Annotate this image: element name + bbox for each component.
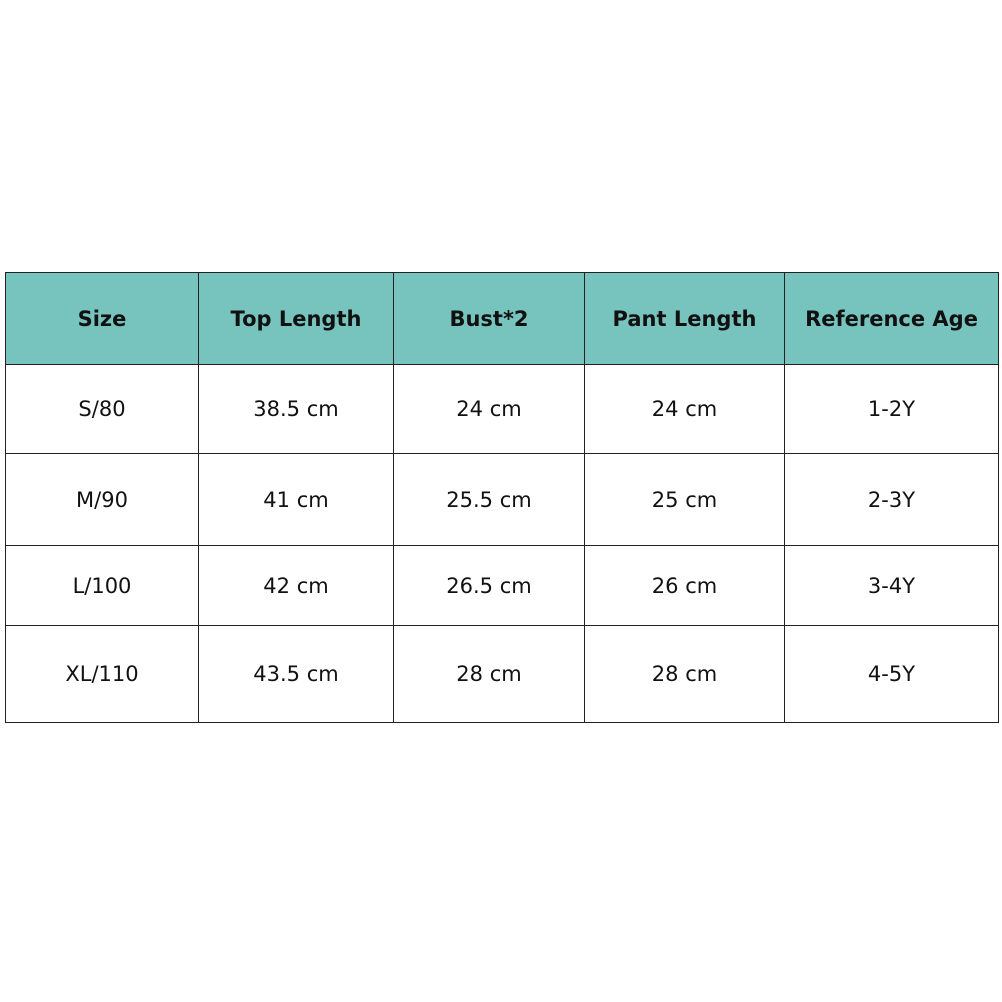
header-bust: Bust*2: [393, 272, 585, 365]
cell: 26 cm: [584, 545, 785, 626]
table-row: L/100 42 cm 26.5 cm 26 cm 3-4Y: [5, 545, 999, 626]
cell: S/80: [5, 364, 199, 454]
header-reference-age: Reference Age: [784, 272, 999, 365]
cell: 24 cm: [584, 364, 785, 454]
cell: 25 cm: [584, 453, 785, 546]
cell: L/100: [5, 545, 199, 626]
cell: 26.5 cm: [393, 545, 585, 626]
cell: 24 cm: [393, 364, 585, 454]
header-size: Size: [5, 272, 199, 365]
cell: XL/110: [5, 625, 199, 723]
cell: 3-4Y: [784, 545, 999, 626]
cell: M/90: [5, 453, 199, 546]
size-chart-table: Size Top Length Bust*2 Pant Length Refer…: [5, 272, 999, 723]
header-pant-length: Pant Length: [584, 272, 785, 365]
cell: 2-3Y: [784, 453, 999, 546]
table-row: XL/110 43.5 cm 28 cm 28 cm 4-5Y: [5, 625, 999, 723]
cell: 1-2Y: [784, 364, 999, 454]
header-row: Size Top Length Bust*2 Pant Length Refer…: [5, 272, 999, 365]
cell: 28 cm: [584, 625, 785, 723]
header-top-length: Top Length: [198, 272, 394, 365]
cell: 43.5 cm: [198, 625, 394, 723]
cell: 42 cm: [198, 545, 394, 626]
cell: 25.5 cm: [393, 453, 585, 546]
cell: 4-5Y: [784, 625, 999, 723]
cell: 41 cm: [198, 453, 394, 546]
table-row: M/90 41 cm 25.5 cm 25 cm 2-3Y: [5, 453, 999, 546]
cell: 38.5 cm: [198, 364, 394, 454]
table-row: S/80 38.5 cm 24 cm 24 cm 1-2Y: [5, 364, 999, 454]
cell: 28 cm: [393, 625, 585, 723]
